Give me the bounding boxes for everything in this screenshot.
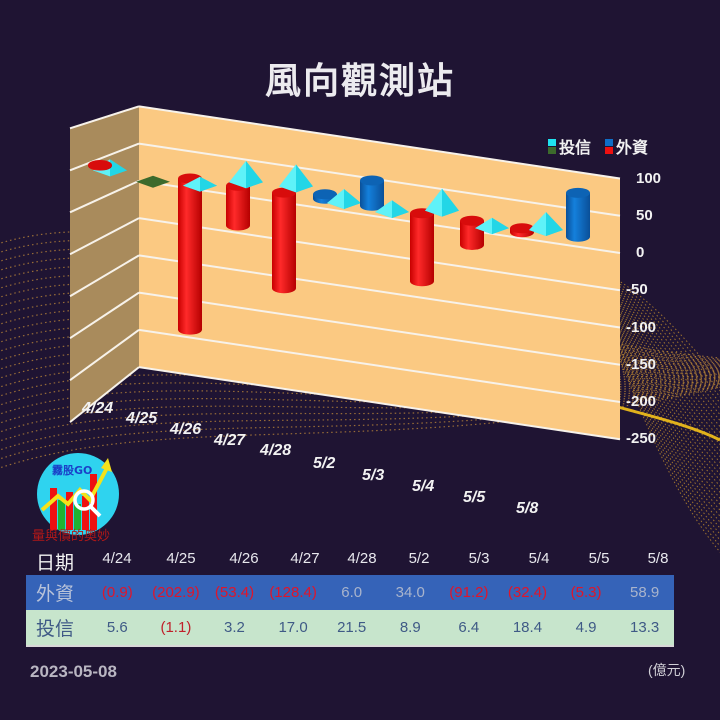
table-cell-foreign: (32.4) [507,584,548,601]
table-cell-foreign: (5.3) [570,584,602,601]
logo-brand-text: 霧股GO [52,464,92,477]
x-tick-label: 4/26 [170,421,202,438]
legend-label-trust: 投信 [559,138,592,157]
table-header-row: 日期 4/24 4/25 4/26 4/27 4/28 5/2 5/3 5/4 5/5 5/8 [0,542,720,574]
table-header-date: 5/5 [588,550,610,567]
chart-walls [69,105,621,441]
x-tick-label: 5/8 [516,500,539,517]
y-tick-label: -250 [626,430,657,448]
x-tick-label: 4/24 [82,400,114,417]
table-cell-trust: 6.4 [458,619,480,636]
legend-swatch-foreign [605,138,614,154]
logo-tagline: 量與價的奧妙 [32,528,110,542]
legend-item-foreign: 外資 [605,134,648,158]
table-cell-trust: 18.4 [512,619,543,636]
cylinder-bar [88,160,112,171]
y-tick-label: -50 [626,281,648,299]
cylinder-bar [410,208,434,287]
table-cell-trust: 8.9 [399,619,421,636]
page-title: 風向觀測站 [264,61,455,102]
pyramid-marker [229,160,263,189]
table-header-date: 4/26 [229,550,259,567]
table-header-date: 5/3 [468,550,490,567]
y-tick-label: -100 [626,318,657,336]
table-row-foreign: 外資 (0.9) (202.9) (53.4) (128.4) 6.0 34.0 (91.2… [26,575,674,610]
cylinder-bar [566,187,590,242]
table-cell-trust: 21.5 [337,619,367,636]
row-label-trust: 投信 [36,619,75,640]
pyramid-marker [425,188,459,217]
table-cell-foreign: (53.4) [214,584,255,601]
table-cell-foreign: (202.9) [152,584,200,601]
x-tick-label: 4/27 [214,432,246,449]
table-header-date: 5/4 [528,550,550,567]
table-header-date: 4/27 [290,550,320,567]
y-tick-label: 0 [636,244,645,261]
table-cell-foreign: 6.0 [341,584,363,601]
cylinder-bar [272,187,296,294]
cylinder-bar [226,180,250,231]
legend-item-trust: 投信 [548,134,591,158]
pyramid-marker [475,217,509,235]
table-header-date: 4/28 [347,550,377,567]
x-tick-label: 5/3 [362,467,385,484]
legend-swatch-trust [548,138,556,154]
pyramid-marker [136,175,170,188]
y-tick-label: -150 [626,355,657,373]
table-row-trust: 投信 5.6 (1.1) 3.2 17.0 21.5 8.9 6.4 18.4 4.9 13.3 [26,610,674,647]
row-label-foreign: 外資 [36,584,75,605]
table-cell-trust: 13.3 [630,619,660,636]
table-cell-trust: 17.0 [278,619,308,636]
pyramid-marker [375,200,409,219]
pyramid-marker [327,188,361,209]
table-cell-trust: 5.6 [106,619,128,636]
table-header-date: 4/24 [102,550,132,567]
table-header-date: 5/2 [408,550,430,567]
cylinder-bar [178,173,202,335]
table-cell-foreign: (128.4) [269,584,317,601]
cylinder-bar [313,189,337,204]
y-tick-label: 50 [636,206,653,224]
y-tick-label: 100 [636,169,662,187]
x-tick-label: 5/4 [412,478,435,495]
table-header-date: 5/8 [647,550,669,567]
pyramid-marker [183,176,217,192]
table-cell-trust: 3.2 [224,619,245,636]
x-tick-label: 4/28 [260,442,292,459]
y-tick-label: -200 [626,393,657,410]
chart-series [88,159,590,335]
unit-label: (億元) [648,662,686,678]
table-cell-trust: 4.9 [575,619,597,636]
x-tick-label: 4/25 [126,410,158,427]
brand-logo: 霧股GO 量與價的奧妙 [32,453,119,542]
cylinder-bar [510,223,534,238]
pyramid-marker [279,164,313,193]
x-tick-label: 5/5 [463,489,486,506]
legend-label-foreign: 外資 [616,138,649,157]
table-cell-foreign: (91.2) [449,584,489,601]
pyramid-marker [529,212,563,236]
cylinder-bar [460,215,484,250]
chart-legend: 投信 外資 [548,134,648,158]
x-tick-label: 5/2 [313,455,336,472]
report-date: 2023-05-08 [30,662,117,681]
table-header-date: 4/25 [166,550,196,567]
table-cell-foreign: 58.9 [630,584,660,601]
cylinder-bar [360,175,384,211]
table-cell-foreign: 34.0 [395,584,425,601]
table-cell-foreign: (0.9) [101,584,133,601]
table-cell-trust: (1.1) [160,619,192,636]
table-header-label: 日期 [36,553,75,574]
data-table: 外資 (0.9) (202.9) (53.4) (128.4) 6.0 34.0 (91.2… [26,575,674,647]
